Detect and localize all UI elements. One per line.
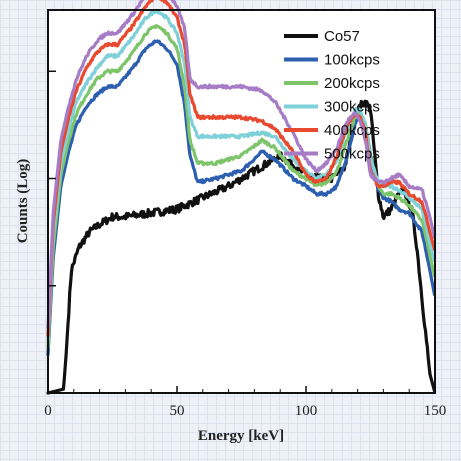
legend: Co57 100kcps 200kcps 300kcps 400kcps 500kcps	[284, 28, 380, 163]
x-tick-label: 100	[295, 403, 318, 419]
series-line-co57	[46, 99, 437, 395]
legend-label-co57: Co57	[324, 28, 360, 45]
x-tick-label: 150	[424, 403, 447, 419]
plot-background	[48, 10, 435, 393]
legend-label-400kcps: 400kcps	[324, 122, 380, 139]
legend-label-500kcps: 500kcps	[324, 146, 380, 163]
x-axis-label: Energy [keV]	[198, 428, 284, 444]
legend-label-100kcps: 100kcps	[324, 52, 380, 69]
legend-label-300kcps: 300kcps	[324, 99, 380, 116]
series-layer	[46, 0, 437, 395]
y-axis-label: Counts (Log)	[15, 159, 31, 244]
x-tick-label: 0	[44, 403, 52, 419]
x-tick-label: 50	[170, 403, 185, 419]
plot-frame	[47, 9, 436, 394]
tick-layer: 0 50 100 150	[44, 70, 447, 419]
series-line-500kcps	[46, 0, 437, 330]
legend-label-200kcps: 200kcps	[324, 75, 380, 92]
